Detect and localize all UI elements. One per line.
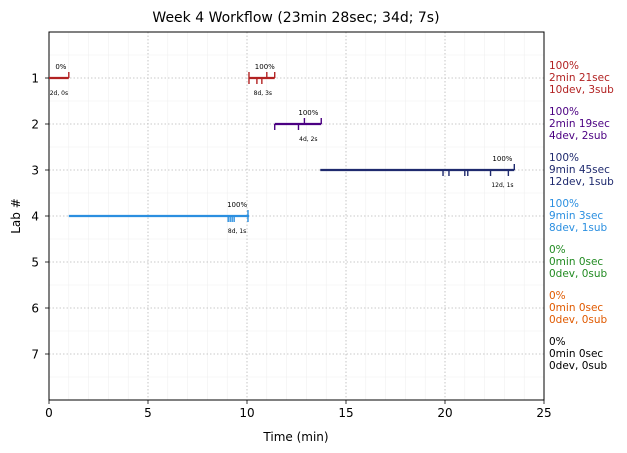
- lab-6-summary-line: 0dev, 0sub: [549, 314, 608, 326]
- y-tick-label: 6: [31, 302, 39, 316]
- y-axis-label: Lab #: [9, 198, 23, 234]
- x-tick-label: 5: [144, 406, 152, 420]
- lab-5-summary-line: 0dev, 0sub: [549, 268, 608, 280]
- x-axis-label: Time (min): [262, 430, 328, 444]
- lab-7-summary-line: 0%: [549, 336, 566, 348]
- y-tick-label: 3: [31, 164, 39, 178]
- y-tick-label: 7: [31, 348, 39, 362]
- lab-2-summary-line: 2min 19sec: [549, 118, 610, 130]
- lab-2-progress-label: 100%: [298, 109, 318, 117]
- y-tick-label: 2: [31, 118, 39, 132]
- lab-2-summary-line: 4dev, 2sub: [549, 130, 608, 142]
- lab-4-summary-line: 100%: [549, 198, 579, 210]
- lab-1-summary-line: 100%: [549, 60, 579, 72]
- lab-1-progress-label: 100%: [255, 63, 275, 71]
- lab-4-summary-line: 9min 3sec: [549, 210, 603, 222]
- chart-title: Week 4 Workflow (23min 28sec; 34d; 7s): [152, 10, 439, 26]
- lab-1-detail-label: 2d, 0s: [50, 90, 68, 97]
- lab-3-progress-label: 100%: [492, 155, 512, 163]
- lab-1-summary-line: 10dev, 3sub: [549, 84, 614, 96]
- lab-1-summary-line: 2min 21sec: [549, 72, 610, 84]
- y-tick-label: 4: [31, 210, 39, 224]
- lab-7-summary-line: 0dev, 0sub: [549, 360, 608, 372]
- lab-3-detail-label: 12d, 1s: [491, 182, 513, 189]
- lab-2-detail-label: 4d, 2s: [299, 136, 317, 143]
- lab-3-summary-line: 100%: [549, 152, 579, 164]
- lab-1-progress-label: 0%: [55, 63, 66, 71]
- lab-5-summary-line: 0%: [549, 244, 566, 256]
- lab-4-detail-label: 8d, 1s: [228, 228, 246, 235]
- lab-2-summary-line: 100%: [549, 106, 579, 118]
- x-tick-label: 0: [45, 406, 53, 420]
- y-tick-label: 5: [31, 256, 39, 270]
- lab-3-summary-line: 12dev, 1sub: [549, 176, 614, 188]
- y-tick-label: 1: [31, 72, 39, 86]
- lab-4-summary-line: 8dev, 1sub: [549, 222, 608, 234]
- x-tick-label: 15: [338, 406, 353, 420]
- lab-4-progress-label: 100%: [227, 201, 247, 209]
- x-tick-label: 25: [536, 406, 551, 420]
- x-tick-label: 20: [437, 406, 452, 420]
- x-tick-label: 10: [239, 406, 254, 420]
- lab-6-summary-line: 0%: [549, 290, 566, 302]
- lab-3-summary-line: 9min 45sec: [549, 164, 610, 176]
- lab-7-summary-line: 0min 0sec: [549, 348, 603, 360]
- lab-1-detail-label: 8d, 3s: [254, 90, 272, 97]
- lab-5-summary-line: 0min 0sec: [549, 256, 603, 268]
- lab-6-summary-line: 0min 0sec: [549, 302, 603, 314]
